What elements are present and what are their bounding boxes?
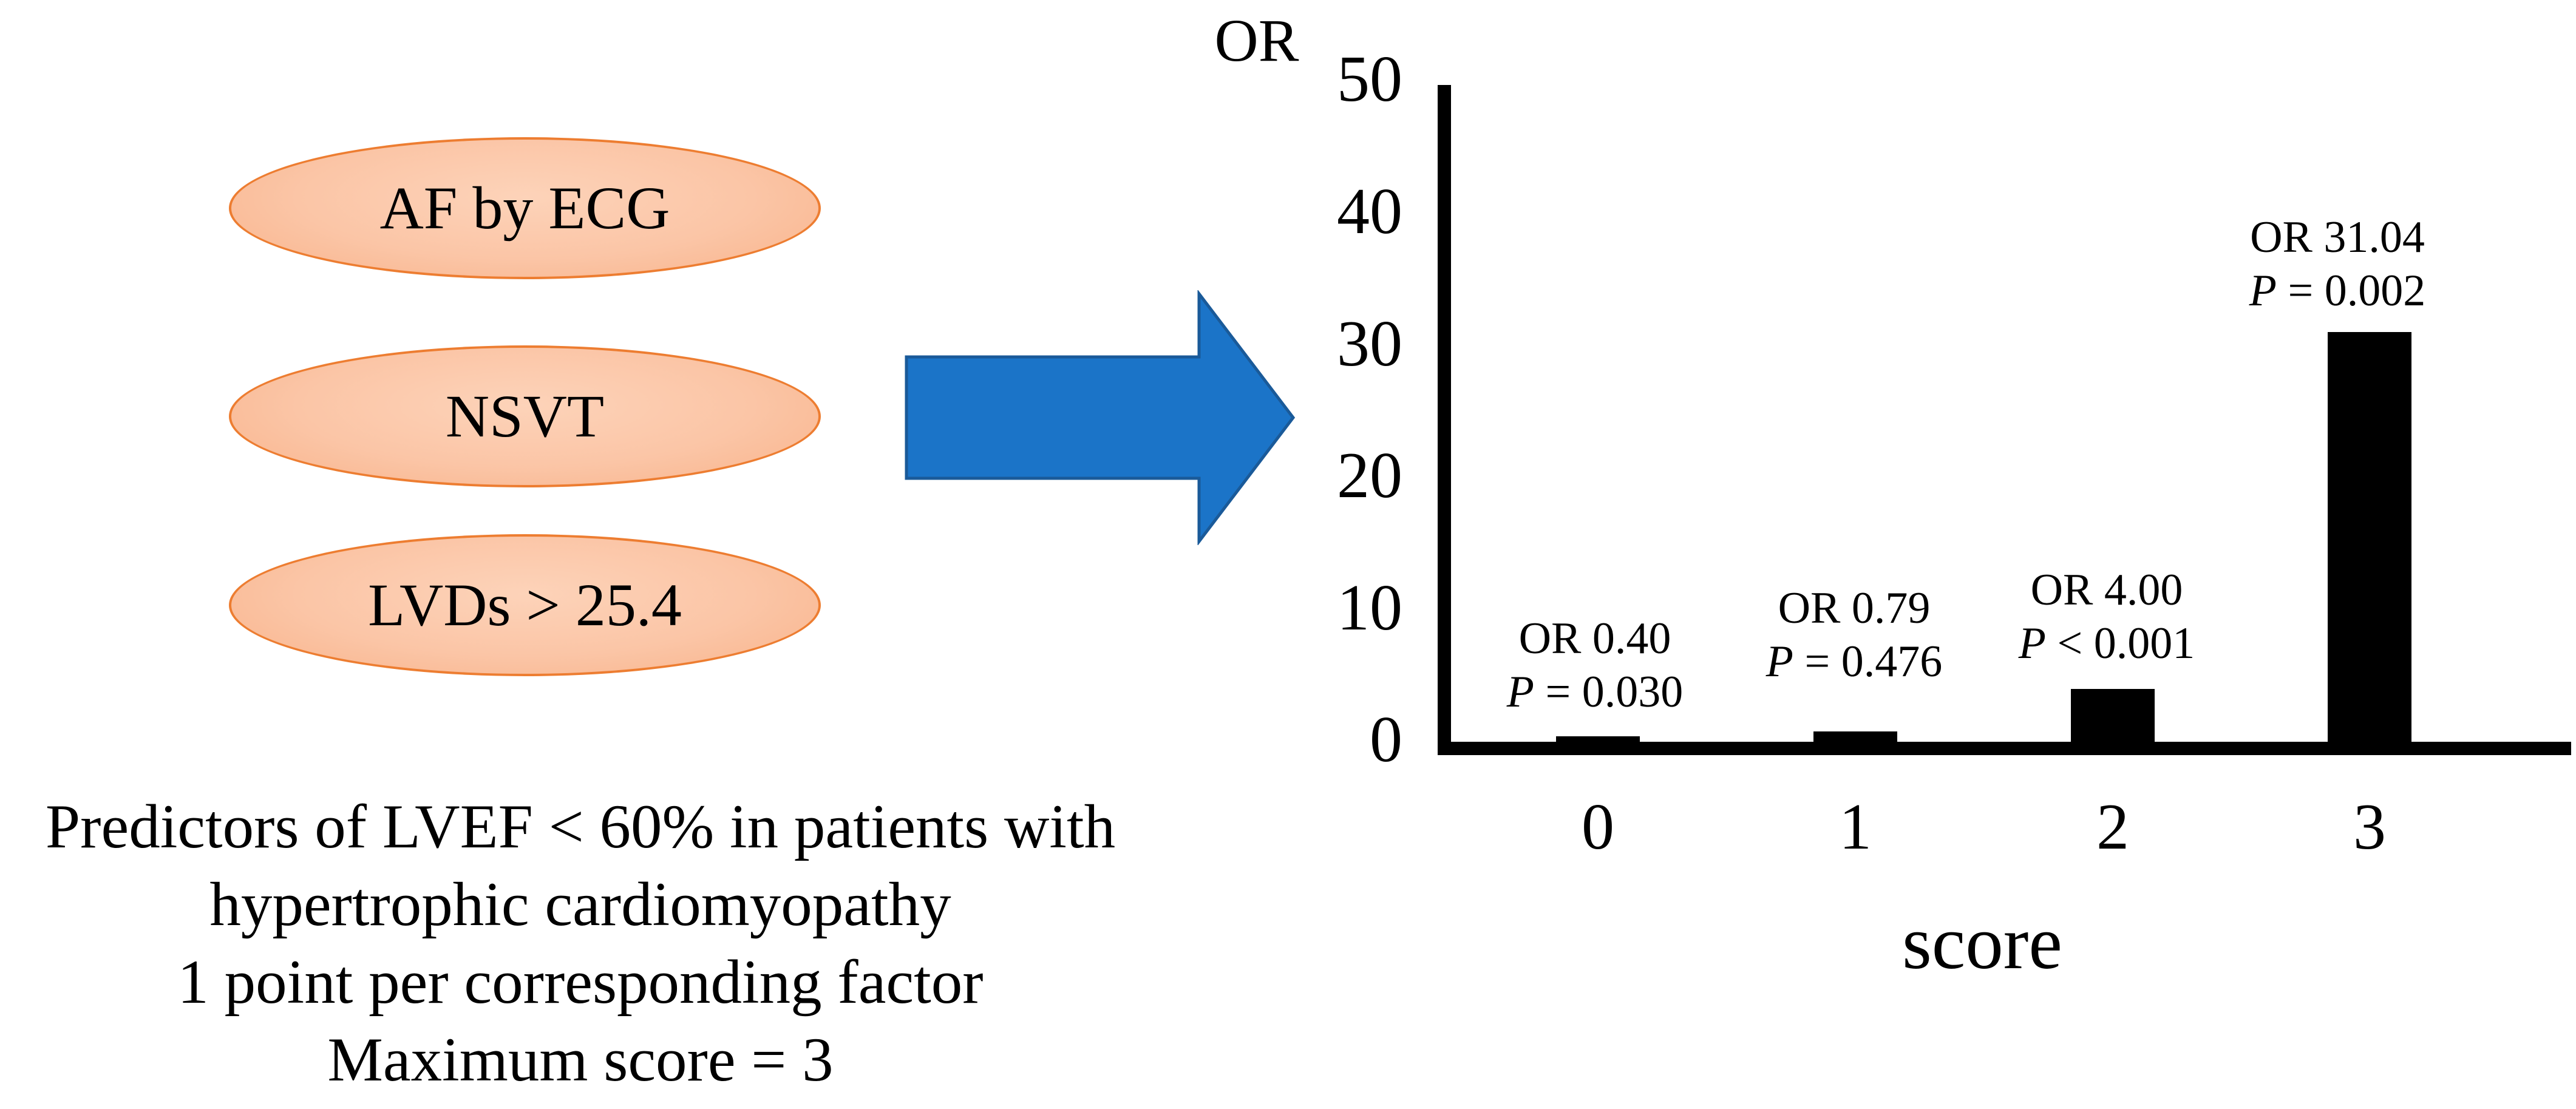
or-value-score-2: OR 4.00 — [2030, 565, 2183, 615]
y-axis-line — [1438, 85, 1451, 755]
predictor-ellipse-nsvt: NSVT — [229, 345, 821, 487]
x-tick-2: 2 — [2096, 791, 2129, 863]
bar-score-1 — [1813, 731, 1897, 742]
or-value-score-1: OR 0.79 — [1778, 583, 1931, 633]
x-axis-title: score — [1902, 901, 2062, 985]
caption-line-2: hypertrophic cardiomyopathy — [209, 870, 951, 939]
or-value-score-0: OR 0.40 — [1518, 614, 1671, 663]
right-arrow-icon — [905, 289, 1296, 546]
bar-score-2 — [2071, 689, 2155, 742]
p-value-score-3: P = 0.002 — [2249, 266, 2426, 316]
p-value-score-1: P = 0.476 — [1765, 637, 1943, 687]
bar-annotation-score-2: OR 4.00 P < 0.001 — [1937, 563, 2277, 670]
caption-line-4: Maximum score = 3 — [327, 1025, 834, 1094]
y-tick-10: 10 — [1337, 572, 1402, 644]
caption-line-3: 1 point per corresponding factor — [177, 948, 984, 1017]
bar-annotation-score-1: OR 0.79 P = 0.476 — [1684, 582, 2024, 688]
predictor-ellipse-lvds: LVDs > 25.4 — [229, 534, 821, 676]
x-tick-1: 1 — [1839, 791, 1872, 863]
predictor-label-af: AF by ECG — [379, 174, 670, 242]
p-value-score-0: P = 0.030 — [1506, 667, 1684, 717]
predictor-label-nsvt: NSVT — [445, 382, 605, 450]
or-value-score-3: OR 31.04 — [2250, 212, 2425, 262]
caption-line-1: Predictors of LVEF < 60% in patients wit… — [45, 792, 1116, 861]
y-tick-30: 30 — [1337, 308, 1402, 380]
x-tick-0: 0 — [1582, 791, 1614, 863]
bar-annotation-score-3: OR 31.04 P = 0.002 — [2167, 211, 2507, 317]
bar-annotation-score-0: OR 0.40 P = 0.030 — [1425, 612, 1765, 719]
y-tick-20: 20 — [1337, 439, 1402, 512]
y-tick-0: 0 — [1370, 704, 1402, 776]
y-axis-title: OR — [1214, 7, 1299, 74]
figure-caption: Predictors of LVEF < 60% in patients wit… — [4, 788, 1157, 1099]
predictor-ellipse-af: AF by ECG — [229, 137, 821, 279]
bar-score-3 — [2328, 332, 2411, 742]
y-tick-50: 50 — [1337, 43, 1402, 115]
x-tick-3: 3 — [2353, 791, 2386, 863]
predictor-label-lvds: LVDs > 25.4 — [368, 571, 682, 639]
p-value-score-2: P < 0.001 — [2018, 619, 2195, 668]
bar-score-0 — [1556, 736, 1640, 742]
y-tick-40: 40 — [1337, 175, 1402, 248]
x-axis-line — [1438, 742, 2571, 755]
